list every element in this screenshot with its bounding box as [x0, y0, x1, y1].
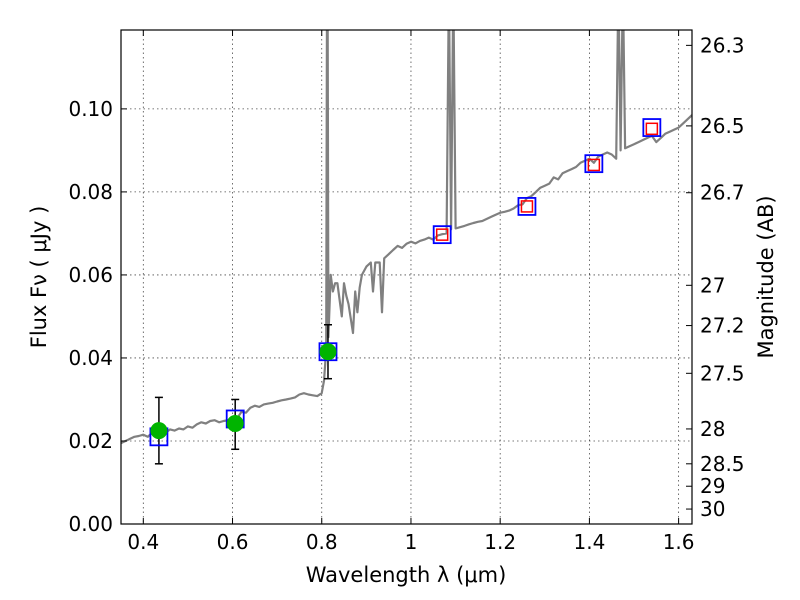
x-axis-label: Wavelength λ (μm) [306, 563, 507, 587]
magnitude-tick-label: 26.5 [700, 114, 745, 138]
x-tick-label: 1.6 [663, 530, 695, 554]
upper-limit-square [645, 122, 659, 136]
plot-frame [120, 29, 693, 525]
magnitude-tick-label: 26.3 [700, 33, 745, 57]
x-tick-label: 0.6 [217, 530, 249, 554]
model-photometry-square [584, 154, 604, 174]
marker-layer [149, 118, 662, 465]
y-axis-label: Flux Fν ( μJy ) [27, 206, 51, 349]
y-tick-label: 0.02 [68, 429, 113, 453]
y-tick-label: 0.08 [68, 180, 113, 204]
magnitude-tick-label: 28 [700, 417, 725, 441]
observed-photometry-point [226, 415, 244, 433]
magnitude-tick-label: 29 [700, 474, 725, 498]
observed-photometry-point [319, 343, 337, 361]
magnitude-tick-label: 30 [700, 497, 725, 521]
upper-limit-square [435, 228, 449, 241]
upper-limit-square [587, 158, 601, 172]
tick-layer: 0.4 0.6 0.8 1 1.2 1.4 1.6 0.00 0.02 0.04 0.06 0.08 0… [68, 30, 745, 554]
magnitude-tick-label: 27.5 [700, 361, 745, 385]
magnitude-axis-label: Magnitude (AB) [754, 195, 778, 358]
magnitude-tick-label: 27 [700, 273, 725, 297]
y-tick-label: 0.04 [68, 346, 113, 370]
spectrum-layer [121, 30, 692, 445]
magnitude-tick-label: 27.2 [700, 314, 745, 338]
x-tick-label: 1.2 [484, 530, 516, 554]
upper-limit-square [520, 200, 534, 213]
model-spectrum-line [121, 30, 692, 445]
y-tick-label: 0.06 [68, 263, 113, 287]
magnitude-tick-label: 28.5 [700, 452, 745, 476]
x-tick-label: 0.8 [306, 530, 338, 554]
grid-layer [121, 30, 692, 525]
x-tick-label: 1 [405, 530, 418, 554]
y-tick-label: 0.00 [68, 512, 113, 536]
x-tick-label: 0.4 [127, 530, 159, 554]
model-photometry-square [642, 118, 662, 137]
model-photometry-square [432, 225, 452, 245]
magnitude-tick-label: 26.7 [700, 181, 745, 205]
x-tick-label: 1.4 [573, 530, 605, 554]
y-tick-label: 0.10 [68, 97, 113, 121]
observed-photometry-point [150, 422, 168, 440]
model-photometry-square [517, 197, 537, 216]
